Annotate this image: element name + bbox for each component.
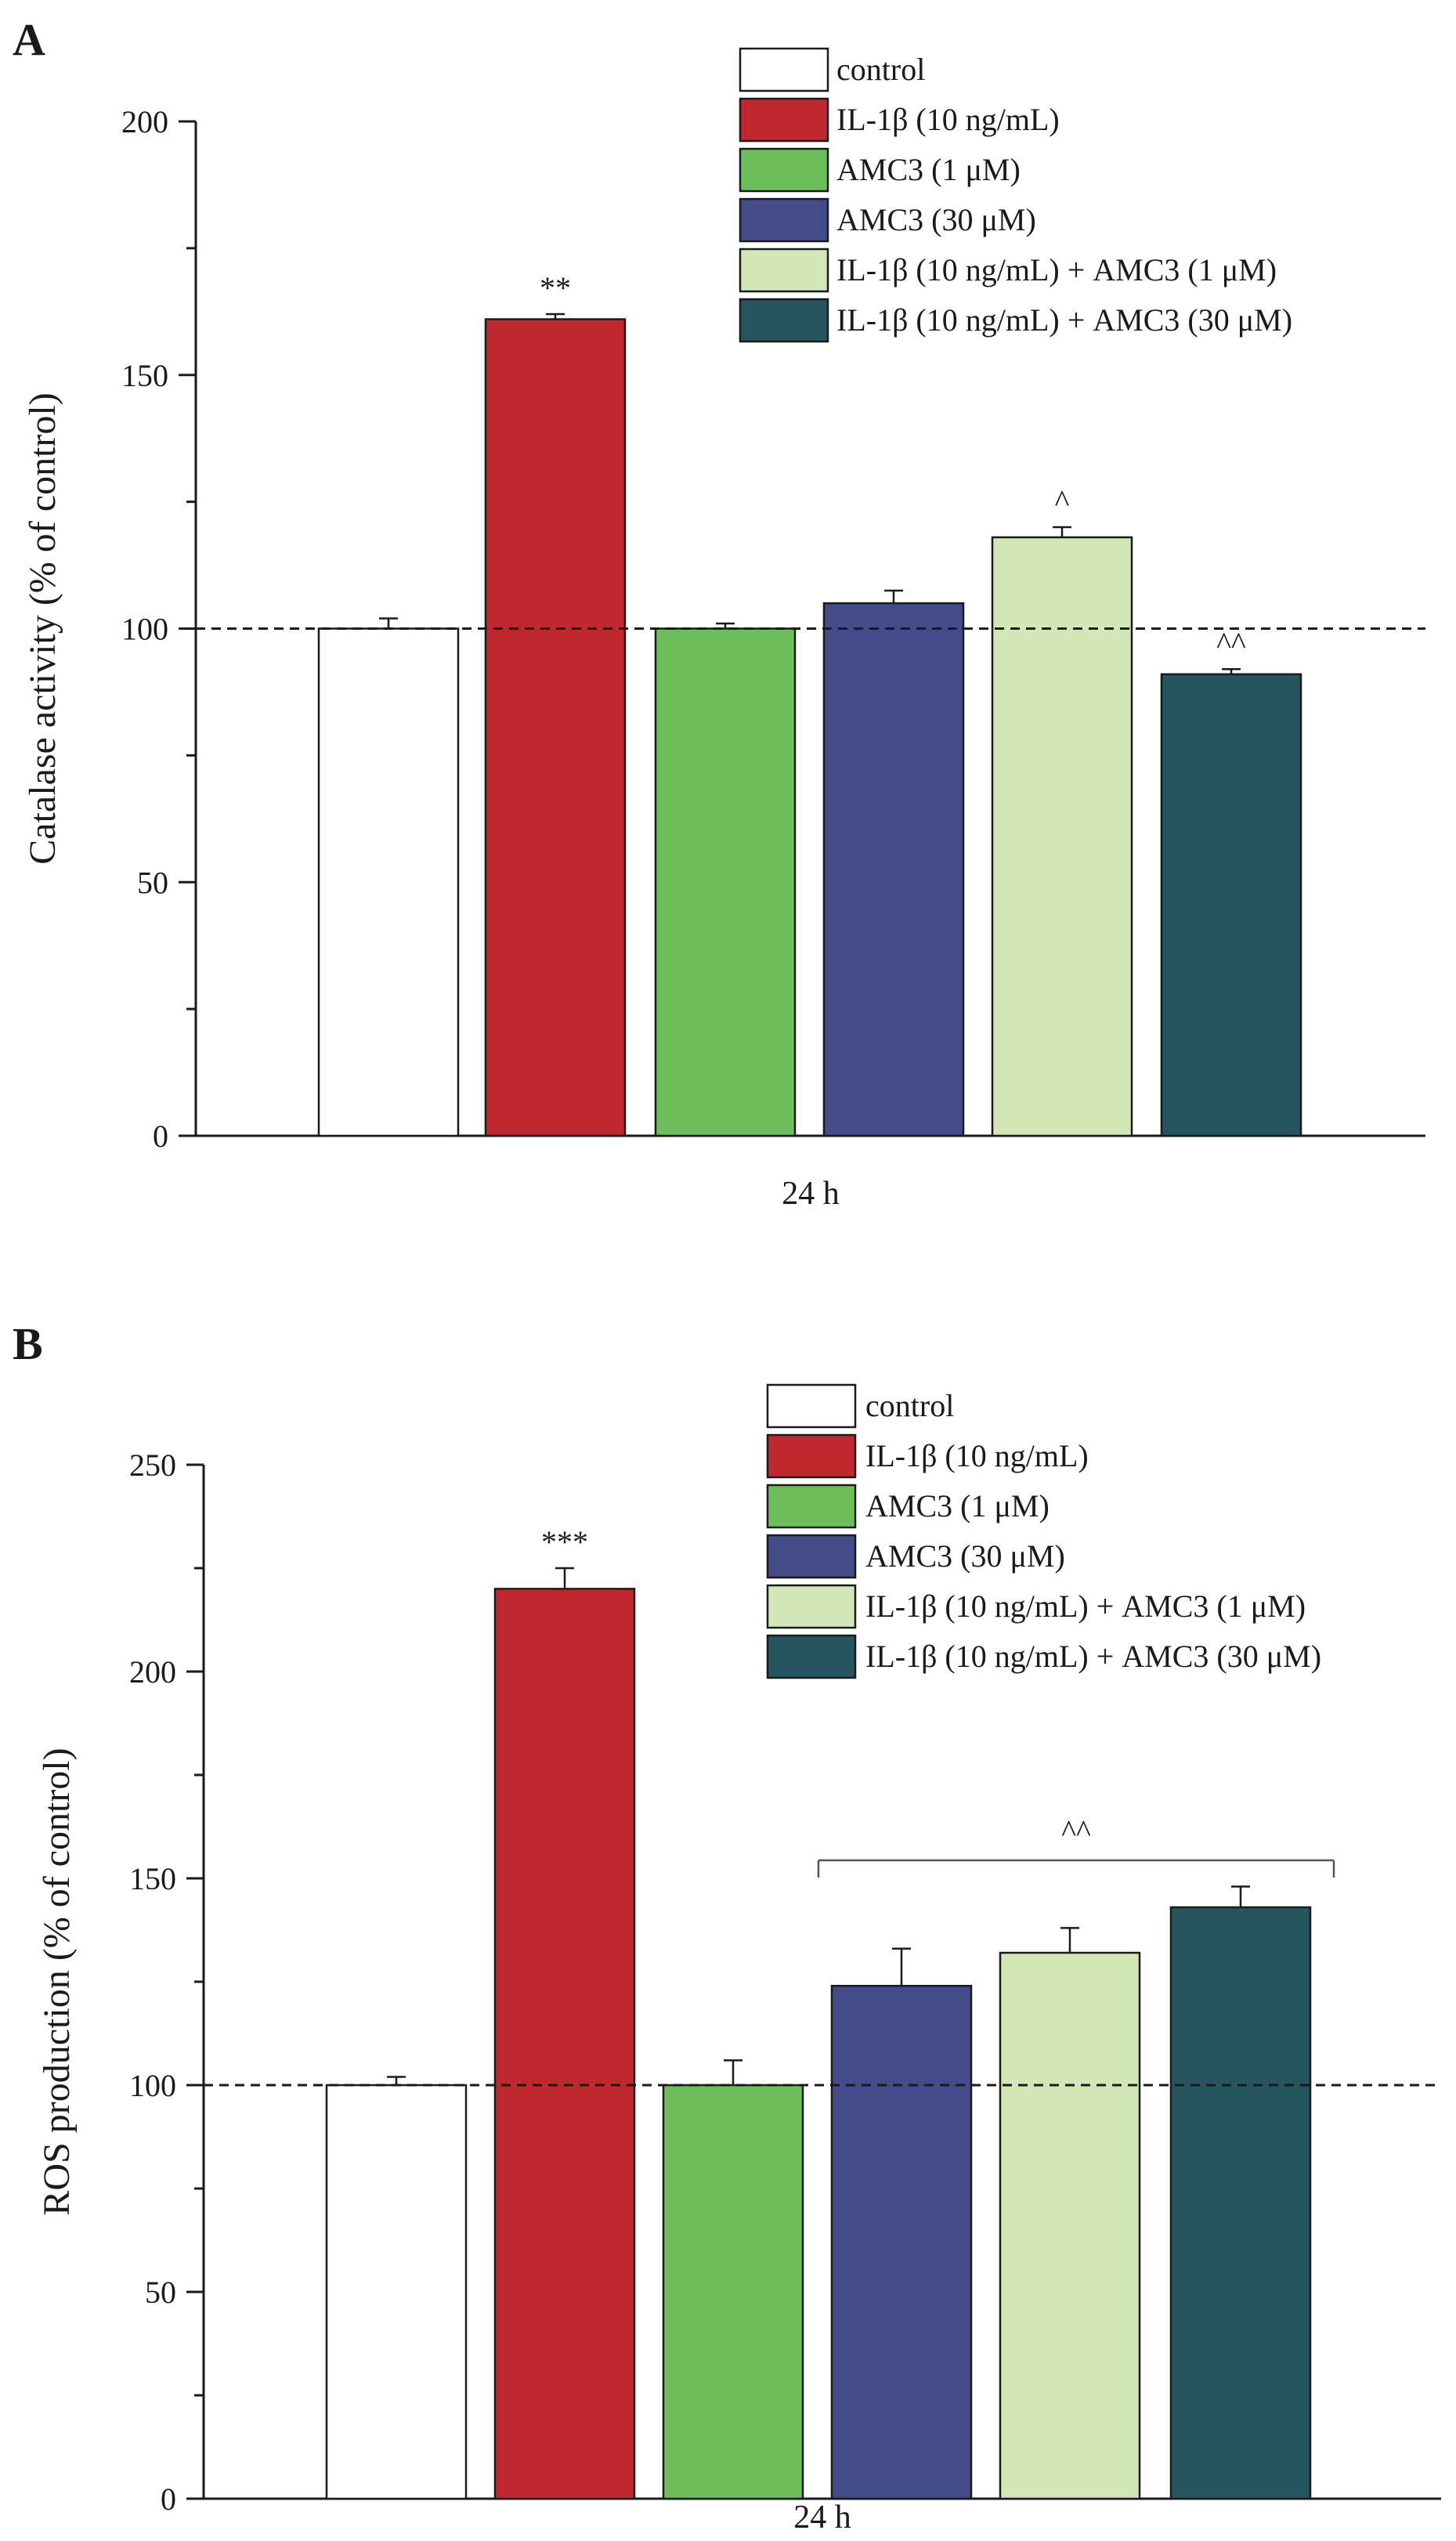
legend-swatch: [739, 147, 829, 193]
y-tick-label: 150: [121, 358, 168, 393]
legend-label: IL-1β (10 ng/mL): [836, 102, 1060, 137]
bracket-label: ^^: [1061, 1813, 1091, 1849]
bar: [317, 627, 460, 1137]
legend-swatch: [766, 1534, 857, 1579]
legend-swatch: [766, 1584, 857, 1629]
significance-label: **: [540, 270, 571, 305]
bar: [822, 602, 965, 1137]
panel-label: A: [13, 14, 45, 65]
legend-label: IL-1β (10 ng/mL): [865, 1438, 1089, 1473]
y-axis-label: ROS production (% of control): [36, 1748, 78, 2215]
y-tick-label: 50: [137, 865, 168, 900]
bar: [991, 536, 1133, 1137]
significance-label: ***: [541, 1524, 588, 1560]
x-axis-label: 24 h: [793, 2499, 851, 2536]
legend-swatch: [739, 97, 829, 143]
y-tick-label: 50: [145, 2275, 176, 2310]
bar: [1160, 673, 1302, 1137]
legend-swatch: [766, 1383, 857, 1429]
bar: [1169, 1906, 1312, 2500]
legend-swatch: [739, 47, 829, 92]
legend-label: AMC3 (30 μM): [865, 1538, 1065, 1574]
panel-label: B: [13, 1318, 43, 1369]
legend-swatch: [739, 298, 829, 343]
bar: [830, 1985, 973, 2500]
legend-label: control: [865, 1388, 954, 1423]
y-tick-label: 0: [153, 1119, 168, 1154]
y-tick-label: 150: [129, 1861, 176, 1896]
legend-swatch: [766, 1634, 857, 1679]
legend-label: AMC3 (1 μM): [865, 1488, 1050, 1524]
bar: [999, 1951, 1141, 2500]
y-tick-label: 200: [129, 1654, 176, 1690]
legend-swatch: [766, 1433, 857, 1479]
y-tick-label: 250: [129, 1448, 176, 1483]
legend-swatch: [766, 1484, 857, 1529]
y-axis-label: Catalase activity (% of control): [22, 392, 63, 864]
y-tick-label: 200: [121, 104, 168, 139]
legend-label: IL-1β (10 ng/mL) + AMC3 (30 μM): [865, 1639, 1321, 1674]
significance-label: ^^: [1216, 625, 1246, 660]
y-tick-label: 0: [161, 2481, 176, 2517]
legend-label: AMC3 (1 μM): [836, 152, 1021, 187]
legend-label: AMC3 (30 μM): [836, 202, 1036, 237]
legend-label: IL-1β (10 ng/mL) + AMC3 (30 μM): [836, 302, 1292, 338]
bar: [493, 1588, 636, 2500]
bar: [325, 2084, 468, 2500]
legend-label: IL-1β (10 ng/mL) + AMC3 (1 μM): [836, 252, 1277, 287]
y-tick-label: 100: [121, 612, 168, 647]
x-axis-label: 24 h: [782, 1176, 840, 1212]
significance-label: ^: [1055, 483, 1070, 519]
legend-label: IL-1β (10 ng/mL) + AMC3 (1 μM): [865, 1589, 1306, 1624]
legend-swatch: [739, 248, 829, 293]
y-tick-label: 100: [129, 2068, 176, 2103]
legend-label: control: [836, 52, 925, 87]
legend-swatch: [739, 197, 829, 243]
bar: [654, 627, 797, 1137]
bar: [484, 318, 627, 1137]
bar: [662, 2084, 804, 2500]
